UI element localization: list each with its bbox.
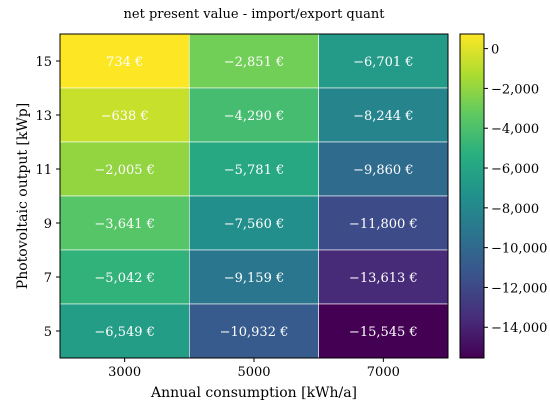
colorbar-tick-label: −4,000 — [491, 122, 539, 137]
x-tick-labels: 3000 5000 7000 — [108, 358, 400, 380]
y-tick-label: 9 — [44, 217, 52, 232]
heatmap-cell — [189, 87, 319, 143]
heatmap-cell — [59, 249, 190, 305]
heatmap-cell — [189, 141, 319, 197]
cell-value-label: −2,005 € — [94, 163, 155, 178]
colorbar-tick-label: −6,000 — [491, 162, 539, 177]
y-tick-label: 15 — [35, 55, 52, 70]
heatmap-cell — [59, 33, 190, 89]
cell-value-label: −9,860 € — [353, 163, 414, 178]
cell-value-label: −13,613 € — [349, 271, 418, 286]
heatmap-cell — [189, 249, 319, 305]
x-tick-label: 3000 — [108, 365, 141, 380]
chart-title: net present value - import/export quant — [124, 7, 386, 22]
cell-value-label: −3,641 € — [94, 217, 155, 232]
heatmap-cell — [318, 195, 449, 251]
cell-value-label: −6,549 € — [94, 325, 155, 340]
heatmap-cell — [189, 33, 319, 89]
y-tick-label: 11 — [35, 163, 52, 178]
cell-value-label: −7,560 € — [224, 217, 285, 232]
cell-value-label: −11,800 € — [349, 217, 418, 232]
colorbar-tick-label: −10,000 — [491, 242, 547, 257]
cell-value-label: −15,545 € — [349, 325, 418, 340]
heatmap-cell — [189, 303, 319, 359]
x-tick-label: 5000 — [237, 365, 270, 380]
y-tick-label: 5 — [44, 325, 52, 340]
heatmap-cell — [318, 249, 449, 305]
colorbar — [459, 33, 485, 359]
heatmap-cell — [318, 87, 449, 143]
cell-value-label: −5,042 € — [94, 271, 155, 286]
cell-value-label: −638 € — [101, 109, 149, 124]
heatmap-cell — [318, 303, 449, 359]
cell-value-label: 734 € — [106, 55, 143, 70]
colorbar-tick-label: −8,000 — [491, 202, 539, 217]
x-axis-label: Annual consumption [kWh/a] — [150, 385, 357, 401]
colorbar-tick-label: 0 — [491, 43, 499, 58]
colorbar-tick-label: −14,000 — [491, 321, 547, 336]
cell-value-label: −9,159 € — [224, 271, 285, 286]
heatmap-cell — [59, 87, 190, 143]
y-axis-label: Photovoltaic output [kWp] — [15, 103, 31, 289]
cell-value-label: −5,781 € — [224, 163, 285, 178]
cell-value-label: −6,701 € — [353, 55, 414, 70]
colorbar-ticks: 0 −2,000 −4,000 −6,000 −8,000 −10,000 −12,000 −… — [484, 43, 547, 336]
cell-value-label: −8,244 € — [353, 109, 414, 124]
cell-value-label: −2,851 € — [224, 55, 285, 70]
y-tick-label: 7 — [44, 271, 52, 286]
y-tick-label: 13 — [35, 109, 52, 124]
colorbar-tick-label: −12,000 — [491, 281, 547, 296]
x-tick-label: 7000 — [367, 365, 400, 380]
colorbar-tick-label: −2,000 — [491, 82, 539, 97]
heatmap-cell — [59, 195, 190, 251]
cell-value-label: −10,932 € — [220, 325, 289, 340]
y-tick-labels: 15 13 11 9 7 5 — [35, 55, 60, 340]
cell-value-label: −4,290 € — [224, 109, 285, 124]
heatmap-cells: 734 € −2,851 € −6,701 € −638 € −4,290 € −8,24… — [59, 33, 449, 359]
